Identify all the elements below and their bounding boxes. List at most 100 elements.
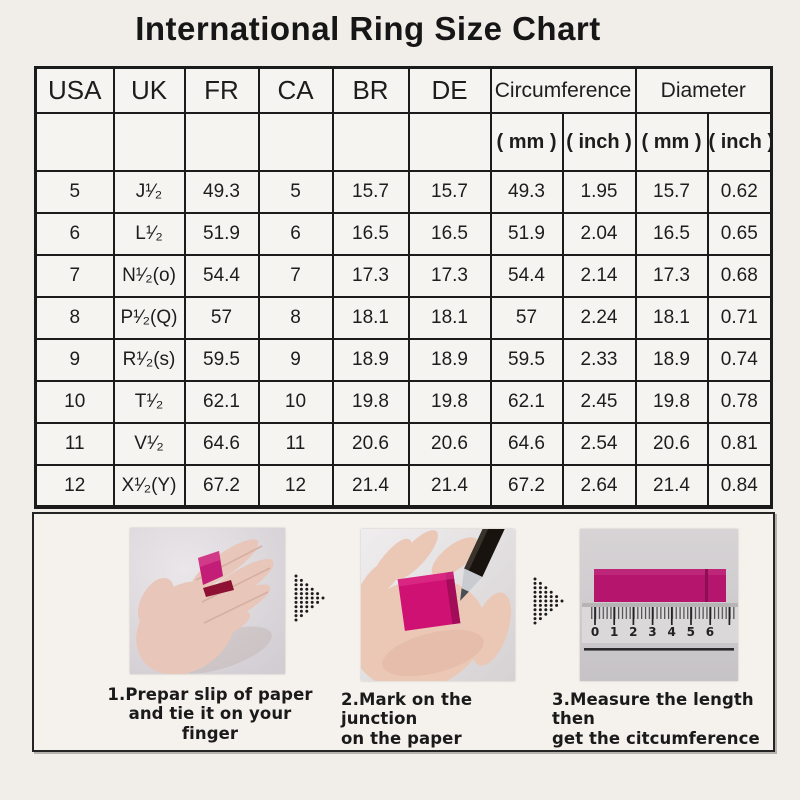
table-cell: 20.6 [634, 422, 709, 466]
table-row: 7 N¹⁄₂(o) 54.4 7 17.3 17.3 54.4 2.14 17.3 0.68 [34, 254, 773, 298]
table-row: 8 P¹⁄₂(Q) 57 8 18.1 18.1 57 2.24 18.1 0.71 [34, 296, 773, 340]
table-cell: 2.45 [561, 380, 637, 424]
table-cell: 10 [257, 380, 334, 424]
ruler-scale-numbers: 0 1 2 3 4 5 6 [588, 625, 717, 639]
table-cell: 19.8 [331, 380, 410, 424]
pen-icon [460, 529, 515, 601]
table-cell: 2.04 [561, 212, 637, 256]
table-cell: X¹⁄₂(Y) [112, 464, 186, 508]
palm-and-pen-illustration [361, 529, 515, 681]
step3-caption: 3.Measure the length then get the citcum… [552, 690, 780, 748]
ruler-number: 6 [705, 625, 715, 639]
table-cell: 49.3 [183, 170, 260, 214]
step3-photo-ruler-measurement: 0 1 2 3 4 5 6 [580, 529, 738, 681]
ruler-number: 0 [590, 625, 600, 639]
table-cell: 0.71 [706, 296, 773, 340]
table-cell: 18.9 [407, 338, 492, 382]
table-cell: 19.8 [407, 380, 492, 424]
table-cell: 16.5 [634, 212, 709, 256]
table-cell: 11 [34, 422, 115, 466]
table-cell: 8 [257, 296, 334, 340]
table-cell: 0.81 [706, 422, 773, 466]
hand-back-illustration [130, 528, 285, 674]
table-cell: 54.4 [183, 254, 260, 298]
step2-caption: 2.Mark on the junction on the paper [341, 690, 553, 748]
table-cell: 0.62 [706, 170, 773, 214]
table-cell: 2.64 [561, 464, 637, 508]
table-row: 6 L¹⁄₂ 51.9 6 16.5 16.5 51.9 2.04 16.5 0.65 [34, 212, 773, 256]
col-header-de: DE [407, 66, 492, 114]
table-cell: V¹⁄₂ [112, 422, 186, 466]
table-cell: 67.2 [183, 464, 260, 508]
table-cell: 15.7 [634, 170, 709, 214]
table-subheader-row: ( mm ) ( inch ) ( mm ) ( inch ) [34, 112, 773, 172]
col-header-br: BR [331, 66, 410, 114]
table-cell: 21.4 [331, 464, 410, 508]
step3-caption-line2: get the citcumference [552, 728, 760, 748]
table-cell: 18.1 [407, 296, 492, 340]
table-row: 5 J¹⁄₂ 49.3 5 15.7 15.7 49.3 1.95 15.7 0.62 [34, 170, 773, 214]
table-cell: 20.6 [331, 422, 410, 466]
table-cell: 2.14 [561, 254, 637, 298]
table-cell: 0.74 [706, 338, 773, 382]
step1-caption-line1: 1.Prepar slip of paper [107, 685, 313, 704]
table-cell: 49.3 [489, 170, 564, 214]
step2-caption-line2: on the paper [341, 728, 462, 748]
table-cell: 12 [34, 464, 115, 508]
table-cell: 20.6 [407, 422, 492, 466]
table-cell: 17.3 [634, 254, 709, 298]
ruler-number: 2 [629, 625, 638, 639]
table-cell: 15.7 [331, 170, 410, 214]
table-cell: 57 [489, 296, 564, 340]
table-cell: 1.95 [561, 170, 637, 214]
table-cell: 19.8 [634, 380, 709, 424]
dotted-arrow-icon [294, 574, 325, 622]
table-cell: 10 [34, 380, 115, 424]
step1-caption: 1.Prepar slip of paper and tie it on you… [98, 685, 322, 743]
table-cell: 18.1 [634, 296, 709, 340]
subheader-diameter-inch: ( inch ) [706, 112, 773, 172]
table-cell: 5 [34, 170, 115, 214]
table-row: 9 R¹⁄₂(s) 59.5 9 18.9 18.9 59.5 2.33 18.9 0.74 [34, 338, 773, 382]
table-row: 11 V¹⁄₂ 64.6 11 20.6 20.6 64.6 2.54 20.6 0.81 [34, 422, 773, 466]
table-row: 10 T¹⁄₂ 62.1 10 19.8 19.8 62.1 2.45 19.8 0.78 [34, 380, 773, 424]
table-cell: 57 [183, 296, 260, 340]
table-cell: 21.4 [407, 464, 492, 508]
table-cell: 18.9 [331, 338, 410, 382]
empty-header-cell [112, 112, 186, 172]
dotted-arrow-icon [533, 577, 564, 625]
table-cell: 11 [257, 422, 334, 466]
table-cell: 54.4 [489, 254, 564, 298]
ruler-illustration [580, 529, 738, 681]
table-cell: 64.6 [183, 422, 260, 466]
col-header-ca: CA [257, 66, 334, 114]
ring-size-table: USA UK FR CA BR DE Circumference Diamete… [34, 66, 774, 509]
table-cell: 18.1 [331, 296, 410, 340]
subheader-circumference-inch: ( inch ) [561, 112, 637, 172]
measuring-instructions-panel: 0 1 2 3 4 5 6 1.Prepar slip of paper and… [32, 512, 775, 752]
table-cell: 17.3 [407, 254, 492, 298]
table-cell: 0.68 [706, 254, 773, 298]
table-cell: 17.3 [331, 254, 410, 298]
table-cell: 64.6 [489, 422, 564, 466]
table-cell: R¹⁄₂(s) [112, 338, 186, 382]
table-cell: 9 [257, 338, 334, 382]
table-cell: 7 [34, 254, 115, 298]
table-body: 5 J¹⁄₂ 49.3 5 15.7 15.7 49.3 1.95 15.7 0.62 6 L¹⁄₂ 5… [34, 170, 773, 508]
ruler-number: 5 [686, 625, 695, 639]
empty-header-cell [34, 112, 115, 172]
table-cell: 59.5 [183, 338, 260, 382]
step2-caption-line1: 2.Mark on the junction [341, 690, 473, 729]
table-cell: 2.54 [561, 422, 637, 466]
table-cell: T¹⁄₂ [112, 380, 186, 424]
subheader-diameter-mm: ( mm ) [634, 112, 709, 172]
col-header-uk: UK [112, 66, 186, 114]
table-cell: 2.24 [561, 296, 637, 340]
subheader-circumference-mm: ( mm ) [489, 112, 564, 172]
empty-header-cell [183, 112, 260, 172]
table-cell: 15.7 [407, 170, 492, 214]
table-cell: 0.84 [706, 464, 773, 508]
col-header-circumference: Circumference [489, 66, 637, 114]
table-cell: P¹⁄₂(Q) [112, 296, 186, 340]
ruler-number: 1 [609, 625, 619, 639]
